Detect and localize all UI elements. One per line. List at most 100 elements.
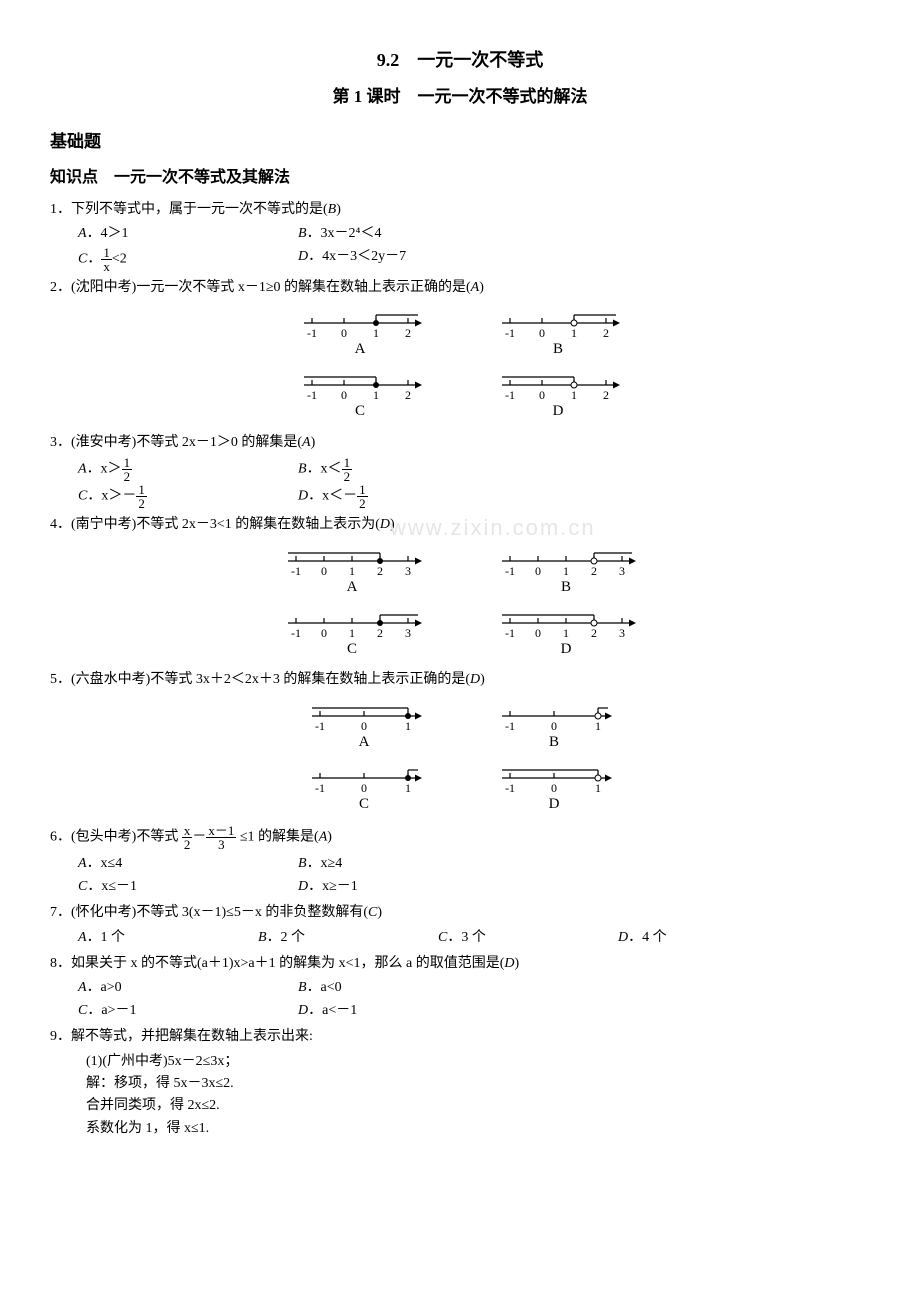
q1-answer: B (328, 202, 337, 217)
q6-close: ) (327, 830, 332, 845)
svg-text:-1: -1 (307, 388, 317, 402)
q8-text: 8．如果关于 x 的不等式(a＋1)x>a＋1 的解集为 x<1，那么 a 的取… (50, 956, 504, 971)
svg-text:D: D (553, 403, 564, 419)
q6-frac1: x2 (182, 824, 193, 851)
svg-text:3: 3 (405, 564, 411, 578)
svg-text:-1: -1 (307, 326, 317, 340)
q7-opt-d: D．4 个 (618, 927, 798, 949)
svg-text:D: D (561, 641, 572, 657)
q1-c-frac: 1x (101, 246, 112, 273)
q8-opts-row2: C．a>－1 D．a<－1 (78, 1000, 870, 1022)
q7-opt-c: C．3 个 (438, 927, 618, 949)
svg-text:B: B (553, 341, 563, 357)
q7-d-text: ．4 个 (628, 930, 667, 945)
q7-text: 7．(怀化中考)不等式 3(x－1)≤5－x 的非负整数解有( (50, 905, 368, 920)
svg-text:1: 1 (349, 626, 355, 640)
q9-l3: 合并同类项，得 2x≤2. (86, 1095, 870, 1117)
q1-opts-row1: A．4＞1 B．3x－2⁴＜4 (78, 223, 870, 245)
svg-text:1: 1 (405, 719, 411, 733)
q1-c-suf: <2 (112, 251, 127, 266)
svg-text:C: C (355, 403, 365, 419)
svg-text:-1: -1 (505, 626, 515, 640)
q3-close: ) (311, 435, 316, 450)
svg-text:2: 2 (377, 626, 383, 640)
section-knowledge: 知识点 一元一次不等式及其解法 (50, 165, 870, 191)
q9-l2: 解：移项，得 5x－3x≤2. (86, 1073, 870, 1095)
q1-d-text: ．4x－3＜2y－7 (308, 249, 406, 264)
svg-text:-1: -1 (505, 719, 515, 733)
svg-text:B: B (549, 734, 559, 750)
q8-opt-d: D．a<－1 (298, 1000, 518, 1022)
q7-opts: A．1 个 B．2 个 C．3 个 D．4 个 (78, 927, 870, 949)
q6-b-text: ．x≥4 (307, 856, 343, 871)
q5-figures: -101A -101B -101C -101D (50, 700, 870, 821)
q9-l1: (1)(广州中考)5x－2≤3x； (86, 1051, 870, 1073)
svg-text:A: A (347, 579, 358, 595)
svg-text:-1: -1 (291, 564, 301, 578)
svg-text:3: 3 (619, 564, 625, 578)
svg-text:C: C (359, 796, 369, 812)
q8-opt-c: C．a>－1 (78, 1000, 298, 1022)
q6-text-a: 6．(包头中考)不等式 (50, 830, 178, 845)
q5-fig-b: -101B (490, 700, 620, 758)
q5-stem: 5．(六盘水中考)不等式 3x＋2＜2x＋3 的解集在数轴上表示正确的是(D) (50, 669, 870, 691)
svg-text:A: A (355, 341, 366, 357)
q5-text: 5．(六盘水中考)不等式 3x＋2＜2x＋3 的解集在数轴上表示正确的是( (50, 672, 470, 687)
q7-close: ) (377, 905, 382, 920)
q4-fig-b: -10123B (490, 545, 644, 603)
svg-text:3: 3 (619, 626, 625, 640)
svg-text:A: A (359, 734, 370, 750)
svg-text:2: 2 (405, 388, 411, 402)
q9-l4: 系数化为 1，得 x≤1. (86, 1118, 870, 1140)
q3-stem: 3．(淮安中考)不等式 2x－1＞0 的解集是(A) (50, 432, 870, 454)
q8-a-text: ．a>0 (87, 980, 122, 995)
q3-opt-d: D．x＜－12 (298, 483, 518, 510)
q5-answer: D (470, 672, 480, 687)
q2-stem: 2．(沈阳中考)一元一次不等式 x－1≥0 的解集在数轴上表示正确的是(A) (50, 277, 870, 299)
svg-text:1: 1 (563, 626, 569, 640)
svg-text:3: 3 (405, 626, 411, 640)
svg-text:2: 2 (591, 626, 597, 640)
q1-b-text: ．3x－2⁴＜4 (307, 226, 382, 241)
q7-b-text: ．2 个 (267, 930, 306, 945)
section-basic: 基础题 (50, 128, 870, 155)
svg-text:0: 0 (361, 719, 367, 733)
q1-opts-row2: C．1x<2 D．4x－3＜2y－7 (78, 246, 870, 273)
q3-c-pre: ．x＞－ (87, 489, 136, 504)
svg-text:0: 0 (361, 781, 367, 795)
q2-text: 2．(沈阳中考)一元一次不等式 x－1≥0 的解集在数轴上表示正确的是( (50, 280, 471, 295)
q9-stem: 9．解不等式，并把解集在数轴上表示出来: (50, 1026, 870, 1048)
q6-answer: A (319, 830, 328, 845)
q2-fig-d: -1012D (490, 369, 628, 427)
svg-text:2: 2 (377, 564, 383, 578)
q7-c-text: ．3 个 (447, 930, 486, 945)
svg-text:-1: -1 (315, 719, 325, 733)
q6-opt-d: D．x≥－1 (298, 876, 518, 898)
q3-opt-b: B．x＜12 (298, 456, 518, 483)
q6-opt-b: B．x≥4 (298, 853, 518, 875)
q6-stem: 6．(包头中考)不等式 x2－x－13 ≤1 的解集是(A) (50, 824, 870, 851)
svg-text:0: 0 (321, 564, 327, 578)
svg-text:1: 1 (405, 781, 411, 795)
q1-text: 1．下列不等式中，属于一元一次不等式的是( (50, 202, 328, 217)
q8-stem: 8．如果关于 x 的不等式(a＋1)x>a＋1 的解集为 x<1，那么 a 的取… (50, 953, 870, 975)
q2-close: ) (479, 280, 484, 295)
q3-a-pre: ．x＞ (87, 462, 122, 477)
svg-text:2: 2 (603, 388, 609, 402)
q2-figures: -1012A -1012B -1012C -1012D (50, 307, 870, 428)
page-subtitle: 第 1 课时 一元一次不等式的解法 (50, 83, 870, 110)
q3-opt-c: C．x＞－12 (78, 483, 298, 510)
q3-c-frac: 12 (136, 483, 147, 510)
q3-text: 3．(淮安中考)不等式 2x－1＞0 的解集是( (50, 435, 302, 450)
svg-text:0: 0 (535, 626, 541, 640)
svg-text:0: 0 (321, 626, 327, 640)
page-title: 9.2 一元一次不等式 (50, 46, 870, 75)
q4-figures: -10123A -10123B -10123C -10123D (50, 545, 870, 666)
q1-stem: 1．下列不等式中，属于一元一次不等式的是(B) (50, 199, 870, 221)
q3-d-frac: 12 (357, 483, 368, 510)
svg-text:1: 1 (571, 326, 577, 340)
q4-stem: 4．(南宁中考)不等式 2x－3<1 的解集在数轴上表示为(D) www.zix… (50, 514, 870, 536)
q7-answer: C (368, 905, 377, 920)
svg-text:-1: -1 (505, 781, 515, 795)
q3-answer: A (302, 435, 311, 450)
